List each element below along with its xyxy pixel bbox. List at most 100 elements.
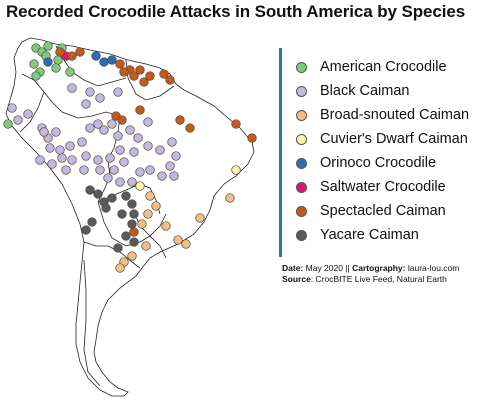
attack-point-black	[119, 157, 129, 167]
attack-point-black	[39, 127, 49, 137]
attack-point-black	[7, 103, 17, 113]
attack-point-black	[57, 153, 67, 163]
legend-label: Broad-snouted Caiman	[320, 107, 470, 123]
attack-point-broad	[141, 241, 151, 251]
attack-point-black	[145, 165, 155, 175]
attack-point-broad	[143, 209, 153, 219]
attack-point-black	[103, 173, 113, 183]
attack-point-black	[165, 161, 175, 171]
attack-point-black	[129, 147, 139, 157]
legend-item-cuviers-dwarf-caiman: Cuvier's Dwarf Caiman	[296, 130, 468, 148]
attack-point-yacare	[113, 243, 123, 253]
date-label: Date:	[282, 263, 304, 273]
legend-item-yacare-caiman: Yacare Caiman	[296, 226, 419, 244]
legend-item-black-caiman: Black Caiman	[296, 82, 409, 100]
attack-point-american	[29, 59, 39, 69]
country-borders	[5, 37, 255, 397]
attack-point-black	[35, 155, 45, 165]
attack-point-broad	[137, 219, 147, 229]
legend-item-orinoco-crocodile: Orinoco Crocodile	[296, 154, 436, 172]
attack-point-orinoco	[107, 55, 117, 65]
attack-point-black	[143, 141, 153, 151]
attack-point-black	[81, 151, 91, 161]
attack-point-black	[155, 145, 165, 155]
swatch-american-crocodile	[296, 61, 307, 73]
swatch-orinoco-crocodile	[296, 157, 307, 169]
attack-point-spectacled	[115, 59, 125, 69]
attack-point-broad	[161, 221, 171, 231]
attack-point-spectacled	[129, 71, 139, 81]
attack-point-black	[67, 155, 77, 165]
legend-item-broad-snouted-caiman: Broad-snouted Caiman	[296, 106, 469, 124]
attack-point-broad	[115, 263, 125, 273]
swatch-saltwater-crocodile	[296, 181, 307, 193]
attack-point-black	[109, 165, 119, 175]
swatch-cuviers-dwarf-caiman	[296, 133, 307, 145]
attack-point-black	[115, 177, 125, 187]
attack-point-black	[93, 155, 103, 165]
source-value: : CrocBITE Live Feed, Natural Earth	[310, 274, 447, 284]
attack-point-spectacled	[119, 67, 129, 77]
map-title: Recorded Crocodile Attacks in South Amer…	[6, 2, 466, 21]
attack-point-broad	[225, 193, 235, 203]
attack-point-cuvier	[231, 165, 241, 175]
swatch-broad-snouted-caiman	[296, 109, 307, 121]
attack-point-yacare	[129, 209, 139, 219]
attack-point-black	[171, 151, 181, 161]
attack-point-broad	[195, 213, 205, 223]
attack-point-black	[95, 165, 105, 175]
attack-point-orinoco	[43, 57, 53, 67]
border-3	[125, 59, 175, 101]
attack-point-yacare	[101, 203, 111, 213]
attack-point-black	[169, 171, 179, 181]
legend-label: Yacare Caiman	[320, 227, 419, 243]
attack-point-yacare	[127, 199, 137, 209]
attack-point-black	[157, 171, 167, 181]
legend-label: American Crocodile	[320, 59, 447, 75]
attack-point-black	[51, 127, 61, 137]
attack-point-spectacled	[165, 75, 175, 85]
attack-point-black	[143, 117, 153, 127]
attack-point-spectacled	[135, 65, 145, 75]
attack-point-yacare	[87, 217, 97, 227]
attack-point-black	[55, 145, 65, 155]
legend-label: Orinoco Crocodile	[320, 155, 437, 171]
legend-item-spectacled-caiman: Spectacled Caiman	[296, 202, 446, 220]
attack-point-american	[43, 41, 53, 51]
attack-point-cuvier	[135, 181, 145, 191]
attack-point-black	[65, 141, 75, 151]
source-label: Source	[282, 274, 311, 284]
attack-point-black	[133, 133, 143, 143]
swatch-yacare-caiman	[296, 229, 307, 241]
attack-point-yacare	[81, 225, 91, 235]
attack-point-black	[113, 131, 123, 141]
attack-point-black	[113, 87, 123, 97]
attack-point-black	[99, 125, 109, 135]
attack-point-black	[79, 165, 89, 175]
attack-point-spectacled	[129, 227, 139, 237]
credits-line-2: Source: CrocBITE Live Feed, Natural Eart…	[282, 274, 459, 285]
attack-point-spectacled	[175, 115, 185, 125]
attack-point-yacare	[129, 237, 139, 247]
border-10	[83, 259, 101, 387]
attack-point-black	[47, 159, 57, 169]
attack-point-black	[13, 115, 23, 125]
attack-point-american	[65, 67, 75, 77]
attack-point-spectacled	[117, 115, 127, 125]
attack-point-black	[105, 153, 115, 163]
legend-label: Spectacled Caiman	[320, 203, 446, 219]
credits-line-1: Date: May 2020 || Cartography: laura-lou…	[282, 263, 459, 274]
attack-point-black	[23, 109, 33, 119]
attack-point-spectacled	[231, 119, 241, 129]
attack-point-spectacled	[67, 51, 77, 61]
attack-point-black	[85, 123, 95, 133]
attack-point-broad	[151, 201, 161, 211]
attack-point-spectacled	[139, 77, 149, 87]
attack-point-black	[61, 165, 71, 175]
border-4	[19, 91, 45, 133]
attack-point-black	[67, 83, 77, 93]
attack-point-black	[107, 119, 117, 129]
attack-point-broad	[173, 235, 183, 245]
attack-point-spectacled	[185, 123, 195, 133]
